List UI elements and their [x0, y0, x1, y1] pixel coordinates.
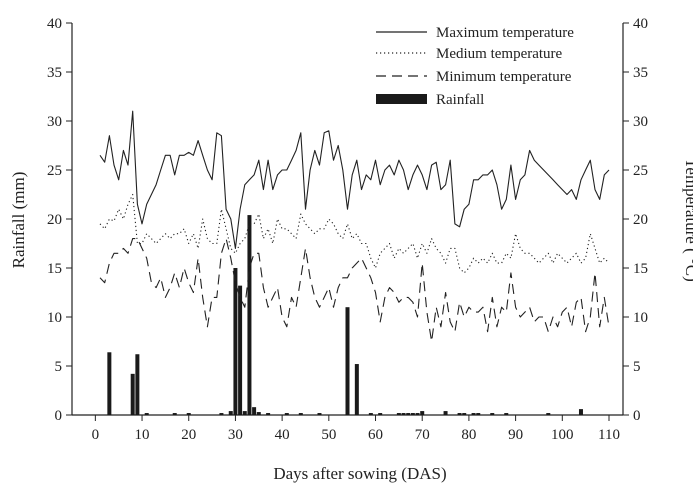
x-tick-label: 50: [321, 427, 336, 443]
legend-rainfall-swatch: [376, 94, 427, 104]
rainfall-bar: [284, 413, 289, 415]
y-tick-label-left: 10: [47, 310, 62, 326]
x-tick-label: 30: [228, 427, 243, 443]
rainfall-bar: [228, 411, 233, 415]
rainfall-bar: [345, 307, 350, 415]
y-axis-title-right: Temperature ( °C): [682, 158, 693, 282]
rainfall-bar: [238, 285, 243, 415]
rainfall-bar: [252, 407, 257, 415]
rainfall-bar: [233, 268, 238, 415]
x-tick-label: 10: [135, 427, 150, 443]
y-tick-label-left: 15: [47, 261, 62, 277]
rainfall-bar: [457, 413, 462, 415]
x-tick-label: 80: [461, 427, 476, 443]
rainfall-bar: [298, 413, 303, 415]
y-tick-label-left: 20: [47, 212, 62, 228]
rainfall-bar: [578, 409, 583, 415]
y-tick-label-right: 30: [633, 114, 648, 130]
x-tick-label: 70: [415, 427, 430, 443]
y-tick-label-left: 5: [55, 359, 63, 375]
legend-max-label: Maximum temperature: [436, 25, 574, 41]
y-tick-label-right: 40: [633, 16, 648, 32]
legend: Maximum temperature Medium temperature M…: [376, 25, 574, 108]
rainfall-bar: [368, 413, 373, 415]
rainfall-bar: [186, 413, 191, 415]
rainfall-bar: [546, 413, 551, 415]
y-tick-label-right: 25: [633, 163, 648, 179]
x-tick-label: 60: [368, 427, 383, 443]
rainfall-bar: [471, 413, 476, 415]
rainfall-bar: [256, 412, 261, 415]
x-tick-label: 20: [181, 427, 196, 443]
rainfall-bar: [130, 373, 135, 415]
y-tick-label-left: 25: [47, 163, 62, 179]
y-tick-label-left: 30: [47, 114, 62, 130]
y-tick-label-left: 40: [47, 16, 62, 32]
rainfall-bar: [476, 413, 481, 415]
rainfall-bar: [135, 354, 140, 415]
x-tick-label: 90: [508, 427, 523, 443]
rainfall-bar: [172, 413, 177, 415]
rainfall-bar: [462, 413, 467, 415]
x-tick-label: 100: [551, 427, 574, 443]
rainfall-bar: [415, 413, 420, 415]
medium-temperature-line: [99, 193, 610, 274]
rainfall-bar: [354, 364, 359, 415]
rainfall-bars: [107, 215, 583, 415]
x-tick-label: 40: [275, 427, 290, 443]
y-axis-title-left: Rainfall (mm): [9, 172, 28, 269]
max-temperature-line: [99, 110, 610, 249]
tick-labels: 0 10 20 30 40 50 60 70 80 90 100 110 0 0 5 5 10 10 15 15 20 2…: [47, 16, 648, 443]
rainfall-bar: [219, 413, 224, 415]
rainfall-bar: [420, 411, 425, 415]
rainfall-bar: [317, 413, 322, 415]
x-tick-label: 110: [598, 427, 620, 443]
y-tick-label-right: 20: [633, 212, 648, 228]
rainfall-bar: [378, 413, 383, 415]
temperature-lines: [99, 110, 610, 343]
rainfall-bar: [401, 413, 406, 415]
rainfall-bar: [396, 413, 401, 415]
y-tick-label-right: 10: [633, 310, 648, 326]
y-tick-label-right: 35: [633, 65, 648, 81]
rainfall-bar: [504, 413, 509, 415]
y-tick-label-left: 35: [47, 65, 62, 81]
min-temperature-line: [99, 238, 610, 343]
rainfall-bar: [410, 413, 415, 415]
y-tick-label-left: 0: [55, 408, 63, 424]
rainfall-bar: [490, 413, 495, 415]
legend-min-label: Minimum temperature: [436, 69, 572, 85]
rainfall-bar: [242, 411, 247, 415]
rainfall-bar: [107, 352, 112, 415]
y-tick-label-right: 0: [633, 408, 641, 424]
x-tick-label: 0: [92, 427, 100, 443]
x-axis-title: Days after sowing (DAS): [273, 464, 446, 483]
y-tick-label-right: 5: [633, 359, 641, 375]
rainfall-bar: [406, 413, 411, 415]
legend-medium-label: Medium temperature: [436, 46, 563, 62]
y-tick-label-right: 15: [633, 261, 648, 277]
legend-rainfall-label: Rainfall: [436, 92, 484, 108]
rainfall-bar: [443, 411, 448, 415]
rainfall-bar: [247, 215, 252, 415]
rainfall-bar: [266, 413, 271, 415]
rainfall-bar: [144, 413, 149, 415]
